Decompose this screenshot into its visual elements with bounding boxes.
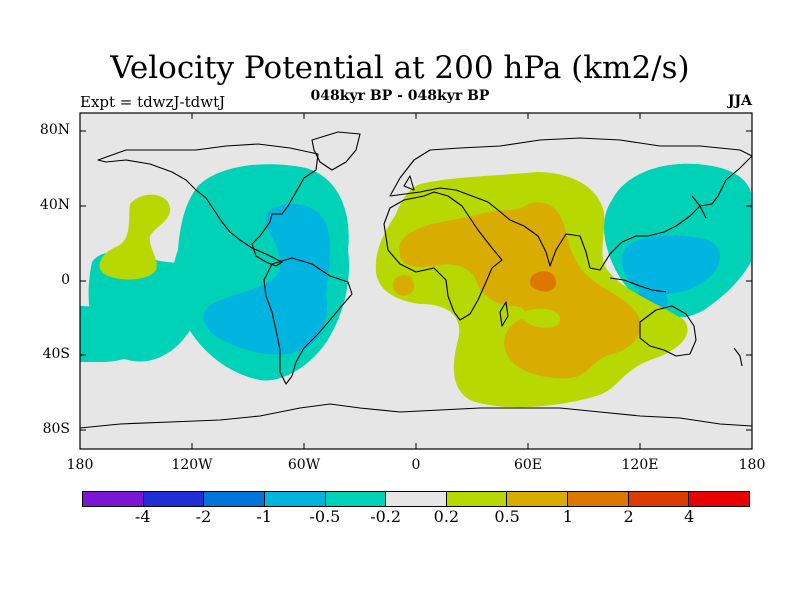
contour-fill-pos05-west-africa	[393, 275, 414, 296]
lon-label: 0	[411, 457, 421, 473]
contour-fill-pos05-africa-indian	[399, 202, 641, 379]
lat-label: 0	[61, 272, 70, 288]
colorbar-label: 0.2	[433, 507, 460, 526]
lon-label: 60W	[287, 457, 321, 473]
colorbar-swatch	[568, 492, 629, 506]
map-frame	[79, 112, 753, 450]
colorbar-label: -2	[195, 507, 212, 526]
coast-madagascar	[499, 301, 509, 327]
coast-antarctica	[80, 403, 752, 429]
lat-label: 40S	[42, 346, 70, 362]
coast-north-america	[97, 143, 319, 267]
colorbar-swatch	[204, 492, 265, 506]
coast-south-america	[263, 257, 353, 385]
coast-greenland	[311, 131, 361, 171]
colorbar-swatch	[264, 492, 326, 506]
coast-new-zealand	[733, 347, 743, 367]
colorbar-label: -0.5	[309, 507, 341, 526]
lon-label: 180	[738, 457, 766, 473]
colorbar	[82, 491, 750, 507]
lat-label: 80N	[39, 122, 70, 138]
colorbar-label: 1	[562, 507, 573, 526]
colorbar-label: 4	[684, 507, 695, 526]
colorbar-swatch	[83, 492, 144, 506]
contour-fill-neg05-westpacific	[622, 235, 720, 295]
colorbar-swatch	[386, 492, 447, 506]
axis-ticks	[80, 113, 752, 449]
coast-africa-europe	[383, 191, 503, 321]
coastlines	[80, 131, 752, 429]
colorbar-swatch	[689, 492, 750, 506]
coast-eurasia	[389, 137, 752, 271]
lat-label: 40N	[39, 197, 70, 213]
contour-fill-neg05-americas	[203, 203, 331, 355]
colorbar-label: -0.2	[370, 507, 402, 526]
contour-fill-pos1-indian	[530, 271, 557, 292]
lon-label: 120E	[621, 457, 659, 473]
lon-label: 120W	[171, 457, 213, 473]
lat-label: 80S	[42, 421, 70, 437]
colorbar-swatch	[446, 492, 508, 506]
colorbar-label: 0.5	[494, 507, 520, 526]
experiment-label: Expt = tdwzJ-tdwtJ	[80, 93, 226, 111]
lon-label: 180	[66, 457, 94, 473]
contour-fill-neg02-southwest	[80, 306, 143, 362]
colorbar-swatch	[507, 492, 569, 506]
lon-label: 60E	[513, 457, 543, 473]
coast-australia	[639, 305, 697, 357]
coast-uk	[403, 175, 415, 191]
colorbar-label: 2	[623, 507, 634, 526]
contour-fill-pos02-gap-indian	[521, 308, 561, 328]
colorbar-swatch	[628, 492, 690, 506]
figure-subtitle: 048kyr BP - 048kyr BP	[310, 88, 490, 104]
colorbar-swatch	[325, 492, 387, 506]
contour-fill-pos02-pacific-small	[99, 194, 171, 280]
figure-title: Velocity Potential at 200 hPa (km2/s)	[110, 50, 690, 86]
colorbar-label: -1	[256, 507, 272, 526]
colorbar-swatch	[143, 492, 205, 506]
coast-indonesia	[609, 277, 667, 293]
season-label: JJA	[727, 93, 752, 109]
coast-japan	[691, 195, 707, 219]
colorbar-label: -4	[134, 507, 151, 526]
